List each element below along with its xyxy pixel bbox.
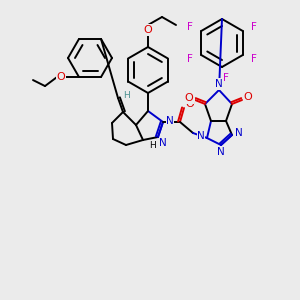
Text: N: N [197,131,205,141]
Text: F: F [187,54,193,64]
Text: F: F [187,22,193,32]
Text: F: F [251,22,257,32]
Text: O: O [144,25,152,35]
Text: F: F [251,54,257,64]
Text: N: N [217,147,225,157]
Text: F: F [223,73,229,83]
Text: O: O [184,93,194,103]
Text: N: N [215,79,223,89]
Text: O: O [244,92,252,102]
Text: O: O [57,72,65,82]
Text: N: N [235,128,243,138]
Text: N: N [159,138,167,148]
Text: H: H [124,92,130,100]
Text: H: H [150,140,156,149]
Text: N: N [166,116,174,126]
Text: O: O [186,99,194,109]
